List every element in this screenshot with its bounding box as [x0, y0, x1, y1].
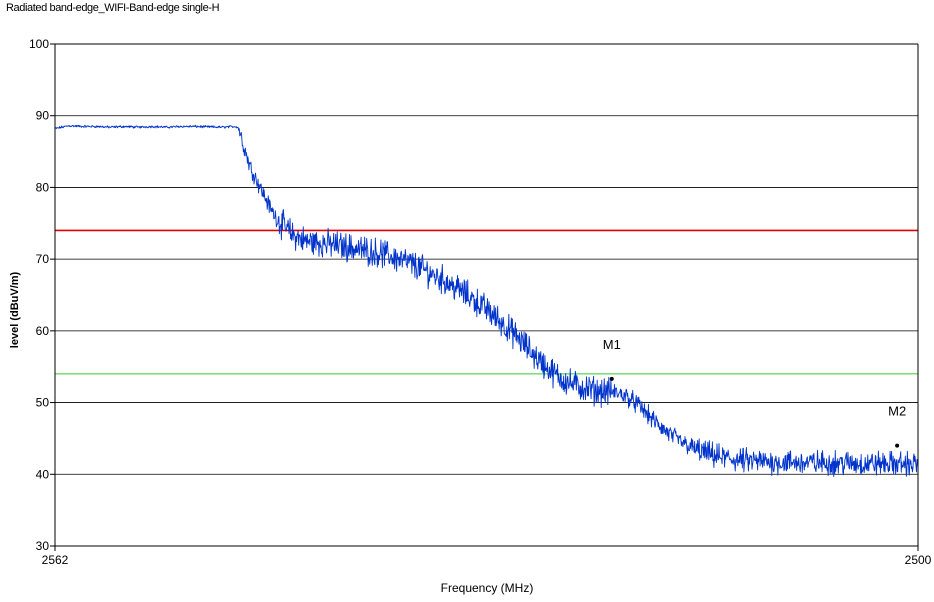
series-layer: [54, 124, 919, 477]
x-axis-title: Frequency (MHz): [441, 581, 534, 595]
y-tick-label: 50: [36, 396, 50, 410]
y-axis-title: level (dBuV/m): [9, 271, 21, 348]
limit-lines: [55, 229, 918, 375]
y-tick-label: 30: [36, 539, 50, 553]
x-tick-label: 2562: [42, 553, 69, 567]
markers: M1 M2: [603, 337, 906, 448]
y-tick-label: 70: [36, 252, 50, 266]
y-tick-label: 40: [36, 467, 50, 481]
grid-layer: [50, 43, 919, 551]
marker-label-m2: M2: [888, 404, 906, 419]
marker-point-m1: [609, 376, 614, 381]
y-tick-label: 60: [36, 324, 50, 338]
y-tick-label: 100: [29, 37, 49, 51]
series-trace: [54, 124, 919, 477]
y-tick-label: 80: [36, 180, 50, 194]
marker-label-m1: M1: [603, 337, 621, 352]
tick-labels: 30 40 50 60 70 80 90 100 2562 2500: [29, 37, 932, 567]
plot-frame: [54, 43, 919, 547]
y-tick-label: 90: [36, 109, 50, 123]
chart-title: Radiated band-edge_WIFI-Band-edge single…: [6, 2, 220, 14]
x-tick-label: 2500: [905, 553, 932, 567]
marker-point-m2: [895, 443, 900, 448]
